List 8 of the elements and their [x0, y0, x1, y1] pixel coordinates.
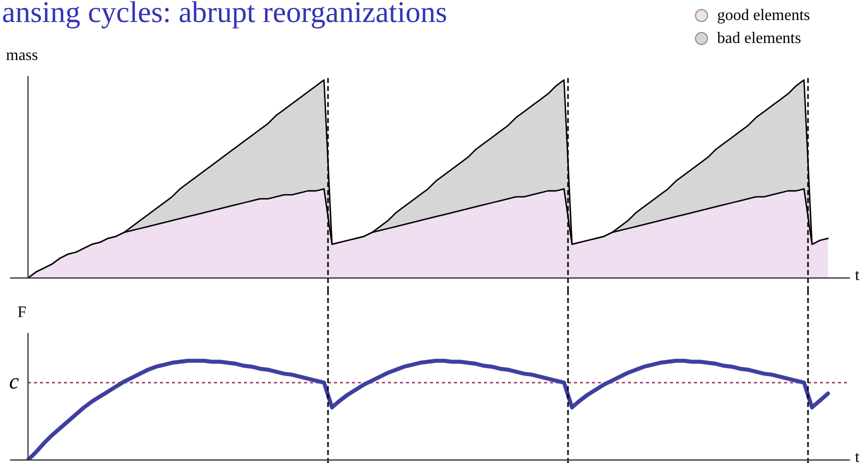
ref-line-label: c [9, 368, 20, 394]
chart-title: ansing cycles: abrupt reorganizations [2, 0, 448, 30]
x-axis-title: t [855, 267, 860, 284]
y-axis-title: mass [6, 47, 38, 64]
legend-label: good elements [717, 6, 810, 24]
x-axis-title: t [855, 449, 860, 463]
legend-label: bad elements [717, 30, 802, 48]
y-axis-title: F [18, 304, 27, 322]
